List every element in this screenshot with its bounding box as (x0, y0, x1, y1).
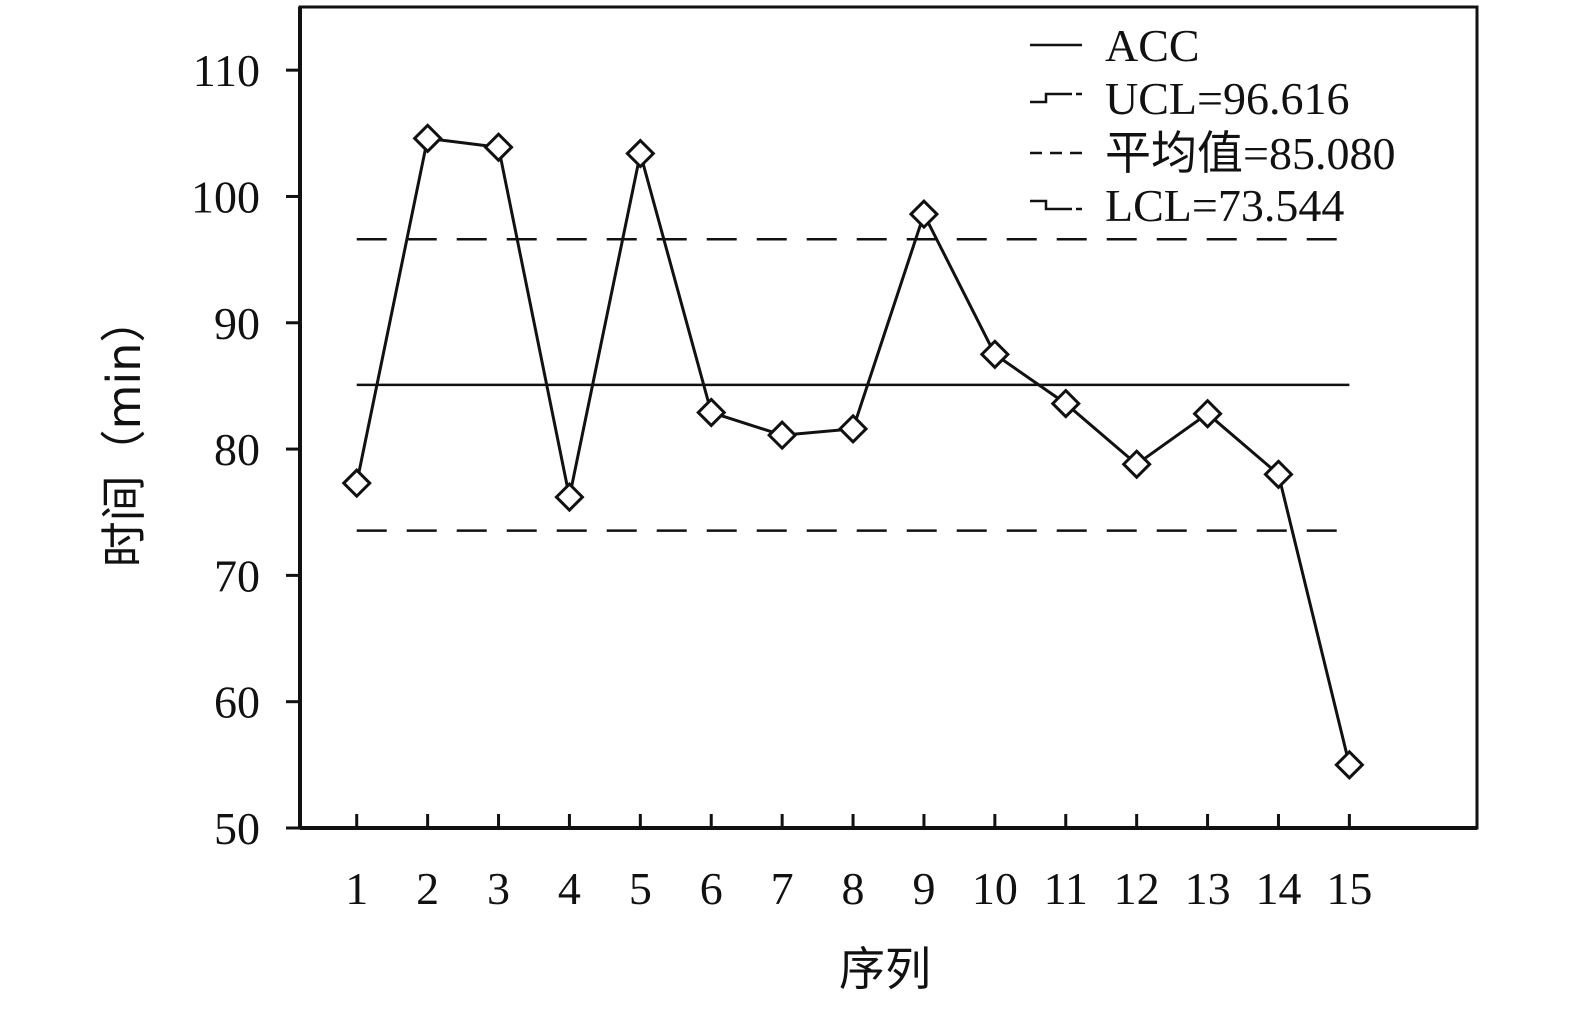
x-tick-label: 13 (1185, 863, 1231, 914)
y-axis-ticks: 50 60 70 80 90 100 110 (191, 45, 300, 854)
reference-lines (356, 237, 1350, 532)
series-lines (355, 136, 1351, 766)
legend-swatch (1030, 92, 1072, 104)
data-point-diamond (837, 413, 869, 444)
series-line (355, 136, 1351, 766)
x-tick-label: 10 (972, 863, 1018, 914)
data-markers (341, 123, 1365, 780)
x-tick-label: 12 (1114, 863, 1160, 914)
data-point-diamond (1263, 459, 1294, 490)
data-point-diamond (625, 138, 656, 169)
legend-label: 平均值=85.080 (1105, 128, 1395, 179)
x-axis-title: 序列 (839, 942, 931, 996)
x-tick-label: 7 (771, 863, 794, 914)
legend-label: ACC (1105, 20, 1200, 71)
data-point-diamond (1192, 398, 1223, 429)
data-point-diamond (341, 468, 372, 499)
y-axis-title: 时间（min） (97, 297, 151, 568)
legend-entry: LCL=73.544 (1030, 180, 1344, 231)
data-point-diamond (554, 481, 585, 513)
data-point-diamond (979, 339, 1010, 370)
x-tick-label: 1 (345, 863, 368, 914)
x-tick-label: 11 (1044, 863, 1088, 914)
y-tick-label: 80 (214, 424, 260, 475)
legend-swatch (1030, 199, 1072, 211)
x-tick-label: 6 (700, 863, 723, 914)
y-tick-label: 90 (214, 298, 260, 349)
data-point-diamond (483, 132, 514, 163)
x-tick-label: 4 (558, 863, 581, 914)
data-point-diamond (908, 199, 940, 230)
data-point-diamond (1050, 388, 1081, 419)
y-tick-label: 100 (191, 171, 260, 222)
y-tick-label: 60 (214, 677, 260, 728)
data-point-diamond (767, 420, 798, 451)
x-tick-label: 5 (629, 863, 652, 914)
x-tick-label: 2 (416, 863, 439, 914)
legend-entry: ACC (1030, 20, 1200, 71)
legend-label: LCL=73.544 (1105, 180, 1344, 231)
x-tick-label: 3 (487, 863, 510, 914)
legend-label: UCL=96.616 (1105, 73, 1349, 124)
x-tick-label: 15 (1326, 863, 1372, 914)
x-tick-label: 14 (1255, 863, 1301, 914)
data-point-diamond (1334, 749, 1365, 780)
legend-entry: UCL=96.616 (1030, 73, 1349, 124)
plot-frame (298, 5, 1479, 830)
legend-entry: 平均值=85.080 (1030, 128, 1395, 179)
x-axis-ticks: 1 2 3 4 5 6 7 8 9 10 11 12 13 14 15 (345, 814, 1372, 914)
data-point-diamond (696, 397, 727, 428)
y-tick-label: 50 (214, 803, 260, 854)
x-tick-label: 9 (912, 863, 935, 914)
data-point-diamond (1121, 449, 1152, 480)
x-tick-label: 8 (842, 863, 865, 914)
y-tick-label: 70 (214, 550, 260, 601)
y-tick-label: 110 (193, 45, 260, 96)
data-point-diamond (412, 123, 443, 154)
